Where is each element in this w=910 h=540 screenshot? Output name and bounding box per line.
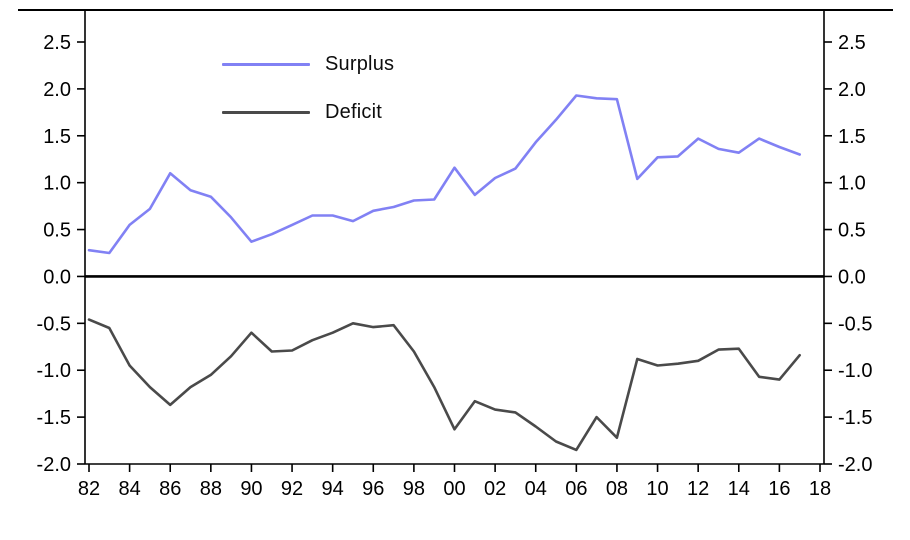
x-tick-label: 96	[362, 478, 384, 500]
y-tick-label-left: 2.0	[43, 79, 71, 101]
legend-item-surplus: Surplus	[222, 53, 394, 76]
x-tick-label: 82	[78, 478, 100, 500]
x-tick-label: 98	[403, 478, 425, 500]
y-tick-label-right: 1.0	[838, 173, 866, 195]
y-tick-label-right: 0.5	[838, 220, 866, 242]
x-tick-label: 94	[322, 478, 344, 500]
y-tick-label-left: 2.5	[43, 32, 71, 54]
x-tick-label: 90	[240, 478, 262, 500]
x-tick-label: 10	[646, 478, 668, 500]
y-tick-label-left: -1.5	[37, 407, 71, 429]
x-tick-label: 18	[809, 478, 831, 500]
chart-legend: Surplus Deficit	[222, 53, 394, 124]
x-tick-label: 92	[281, 478, 303, 500]
deficit-line	[87, 318, 802, 452]
y-tick-label-left: 1.5	[43, 126, 71, 148]
y-tick-label-right: -2.0	[838, 454, 872, 476]
x-tick-label: 02	[484, 478, 506, 500]
x-tick-label: 06	[565, 478, 587, 500]
legend-label-surplus: Surplus	[325, 53, 395, 75]
y-tick-label-right: 1.5	[838, 126, 866, 148]
x-tick-label: 04	[525, 478, 547, 500]
y-tick-label-left: -1.0	[37, 360, 71, 382]
x-tick-label: 12	[687, 478, 709, 500]
y-tick-label-right: 2.5	[838, 32, 866, 54]
x-tick-label: 86	[159, 478, 181, 500]
y-tick-label-left: -2.0	[37, 454, 71, 476]
legend-label-deficit: Deficit	[325, 101, 382, 123]
x-tick-label: 00	[443, 478, 465, 500]
legend-item-deficit: Deficit	[222, 101, 394, 124]
y-tick-label-right: 0.0	[838, 266, 866, 288]
x-tick-label: 88	[200, 478, 222, 500]
y-tick-label-right: -1.0	[838, 360, 872, 382]
y-tick-label-left: -0.5	[37, 313, 71, 335]
deficit-line-swatch	[222, 111, 310, 114]
x-tick-label: 84	[118, 478, 140, 500]
y-tick-label-right: -1.5	[838, 407, 872, 429]
y-tick-label-right: 2.0	[838, 79, 866, 101]
surplus-line	[87, 94, 802, 255]
y-tick-label-left: 0.0	[43, 266, 71, 288]
y-tick-label-left: 0.5	[43, 220, 71, 242]
x-tick-label: 14	[728, 478, 750, 500]
surplus-line-swatch	[222, 63, 310, 66]
y-tick-label-left: 1.0	[43, 173, 71, 195]
x-tick-label: 16	[768, 478, 790, 500]
x-tick-label: 08	[606, 478, 628, 500]
y-tick-label-right: -0.5	[838, 313, 872, 335]
